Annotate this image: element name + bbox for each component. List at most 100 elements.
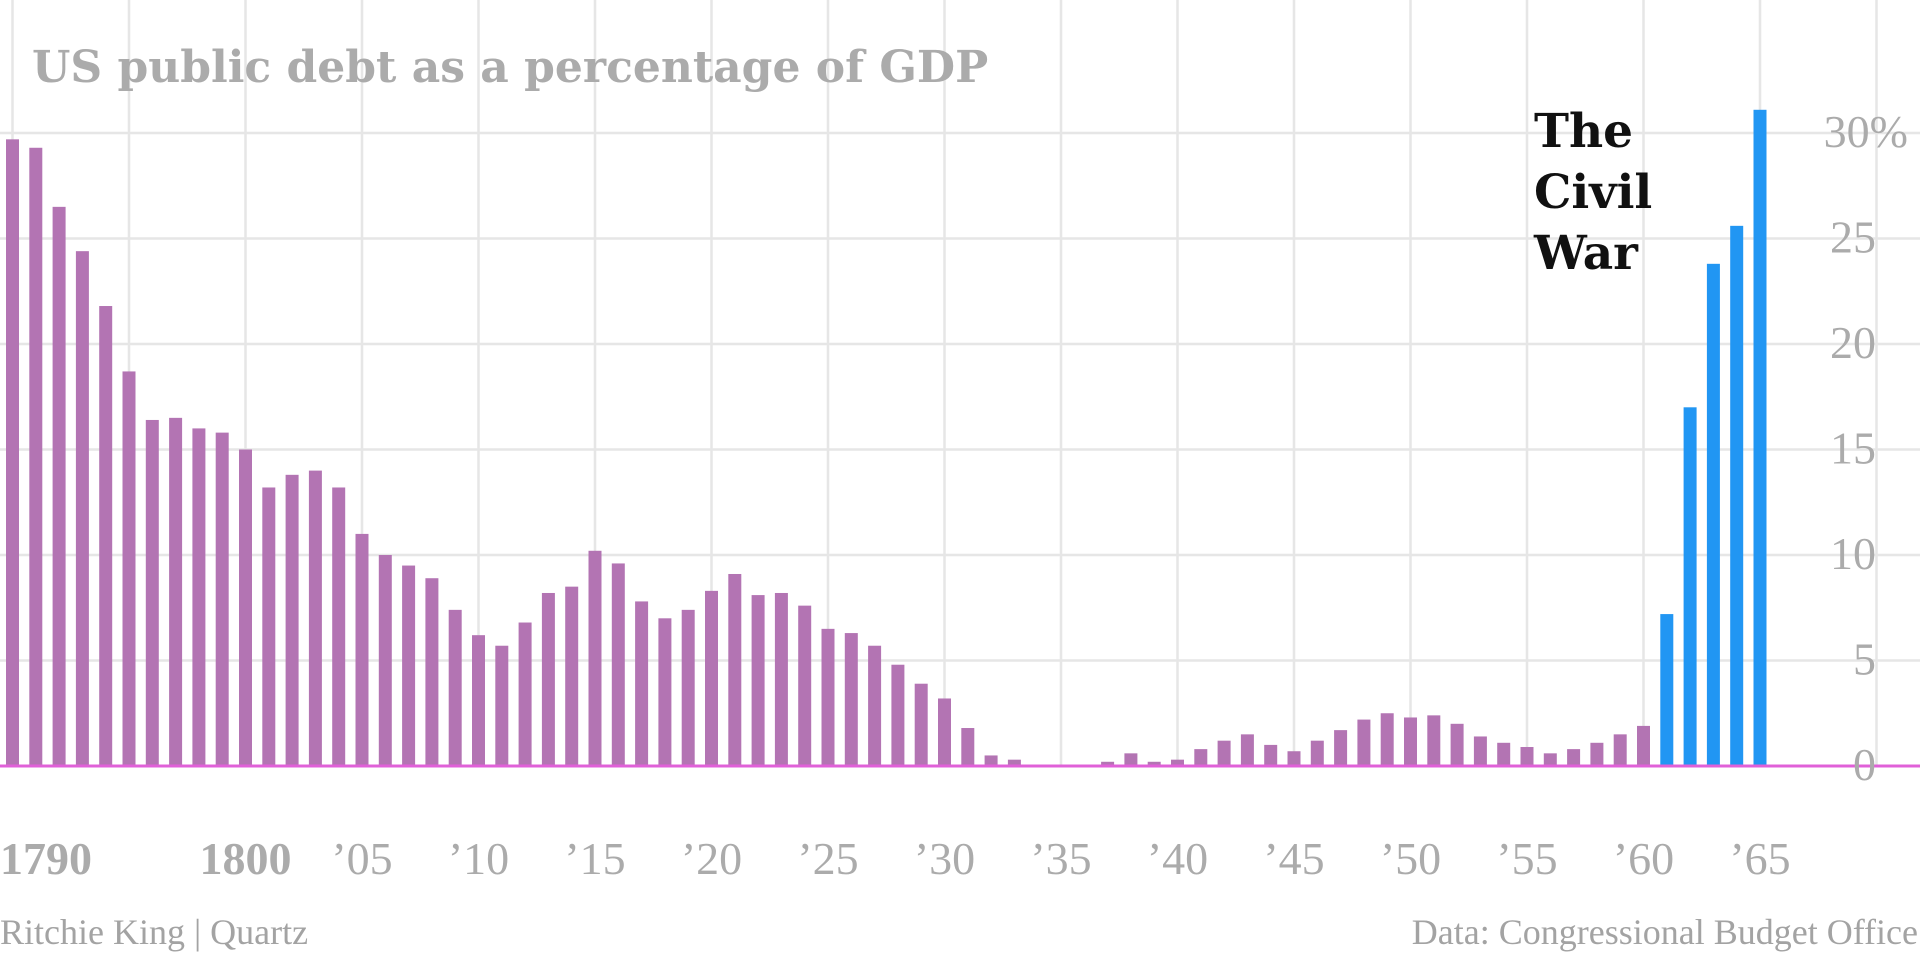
x-tick-1815: ’15 — [564, 833, 625, 884]
bar-1800 — [239, 449, 252, 766]
bar-1854 — [1497, 742, 1511, 766]
bar-1819 — [681, 609, 695, 766]
bar-1829 — [914, 683, 928, 766]
bar-1799 — [215, 432, 229, 766]
bar-1848 — [1357, 719, 1371, 766]
bar-1853 — [1473, 736, 1487, 766]
bar-1827 — [868, 645, 882, 766]
bar-1822 — [751, 595, 765, 766]
x-tick-1850: ’50 — [1380, 833, 1441, 884]
bar-1813 — [541, 592, 555, 766]
x-tick-1810: ’10 — [448, 833, 509, 884]
bar-1802 — [285, 474, 299, 766]
bar-1795 — [122, 371, 136, 766]
bar-1823 — [774, 592, 788, 766]
bar-1797 — [169, 417, 183, 766]
bar-1806 — [378, 555, 392, 766]
x-tick-1800: 1800 — [200, 833, 292, 884]
bar-1828 — [891, 664, 905, 766]
bar-1818 — [658, 618, 672, 766]
annotation-line-2: Civil — [1534, 165, 1652, 220]
x-tick-1840: ’40 — [1147, 833, 1208, 884]
bar-1847 — [1334, 730, 1348, 766]
annotation-line-1: The — [1534, 104, 1633, 159]
bar-1812 — [518, 622, 532, 766]
bar-1811 — [495, 645, 509, 766]
x-tick-1860: ’60 — [1613, 833, 1674, 884]
bar-1840 — [1171, 759, 1184, 766]
bar-1809 — [448, 609, 462, 766]
bar-1837 — [1101, 761, 1115, 766]
bar-1844 — [1264, 744, 1278, 766]
bar-1843 — [1240, 734, 1254, 766]
bar-1808 — [425, 578, 439, 766]
bar-1852 — [1450, 723, 1464, 766]
bar-1810 — [472, 635, 485, 766]
bar-1792 — [52, 206, 66, 767]
bar-1831 — [961, 728, 975, 766]
bar-1846 — [1310, 740, 1324, 766]
y-axis-ticks: 0 5 10 15 20 25 30% — [1824, 106, 1908, 790]
civil-war-annotation: The Civil War — [1533, 104, 1669, 281]
x-axis-ticks: 1790 1800 ’05 ’10 ’15 ’20 ’25 ’30 ’35 ’40 ’45 ’50 ’5… — [0, 833, 1791, 884]
source-text: Data: Congressional Budget Office — [1412, 912, 1918, 952]
annotation-line-3: War — [1533, 226, 1639, 281]
bar-1807 — [402, 565, 416, 766]
bar-1842 — [1217, 740, 1231, 766]
bar-1851 — [1427, 715, 1441, 766]
bar-1826 — [844, 633, 858, 766]
bar-1841 — [1194, 749, 1208, 766]
y-tick-20: 20 — [1830, 317, 1876, 368]
bar-1830 — [938, 698, 951, 766]
bar-1825 — [821, 628, 835, 766]
bar-1803 — [308, 470, 322, 766]
bar-1845 — [1287, 751, 1301, 766]
x-tick-1835: ’35 — [1030, 833, 1091, 884]
bar-1794 — [99, 306, 113, 766]
credit-text: Ritchie King | Quartz — [0, 912, 308, 952]
bar-1817 — [635, 601, 649, 766]
y-tick-10: 10 — [1830, 528, 1876, 579]
bar-1820 — [705, 590, 718, 766]
bar-1838 — [1124, 753, 1138, 766]
bar-1815 — [588, 550, 602, 766]
bar-1804 — [332, 487, 346, 766]
y-tick-30: 30% — [1824, 106, 1908, 157]
bar-1863 — [1706, 263, 1720, 766]
bar-1833 — [1007, 759, 1021, 766]
x-tick-1855: ’55 — [1496, 833, 1557, 884]
x-tick-1820: ’20 — [681, 833, 742, 884]
bar-1849 — [1380, 713, 1394, 766]
bar-1861 — [1660, 614, 1674, 766]
bar-1824 — [798, 605, 812, 766]
bar-1814 — [565, 586, 579, 766]
bar-1790 — [6, 139, 19, 766]
bar-1832 — [984, 755, 998, 766]
bar-1856 — [1543, 753, 1557, 766]
x-tick-1805: ’05 — [331, 833, 392, 884]
chart-title: US public debt as a percentage of GDP — [32, 42, 988, 93]
bar-1855 — [1520, 747, 1534, 766]
bar-1801 — [262, 487, 276, 766]
bar-1860 — [1637, 725, 1650, 766]
x-tick-1845: ’45 — [1263, 833, 1324, 884]
bar-1864 — [1730, 225, 1744, 767]
x-tick-1830: ’30 — [914, 833, 975, 884]
bar-1865 — [1753, 109, 1767, 767]
bar-1821 — [728, 573, 742, 766]
y-tick-0: 0 — [1853, 739, 1876, 790]
bar-1798 — [192, 428, 206, 766]
x-tick-1790: 1790 — [0, 833, 92, 884]
bar-1850 — [1404, 717, 1417, 766]
y-tick-5: 5 — [1853, 634, 1876, 685]
bar-1859 — [1613, 734, 1627, 766]
bar-1857 — [1567, 749, 1581, 766]
bar-1796 — [145, 419, 159, 766]
bar-1816 — [611, 563, 625, 766]
bar-1805 — [355, 533, 369, 766]
bars — [6, 109, 1767, 767]
x-tick-1865: ’65 — [1729, 833, 1790, 884]
x-tick-1825: ’25 — [797, 833, 858, 884]
y-tick-15: 15 — [1830, 423, 1876, 474]
